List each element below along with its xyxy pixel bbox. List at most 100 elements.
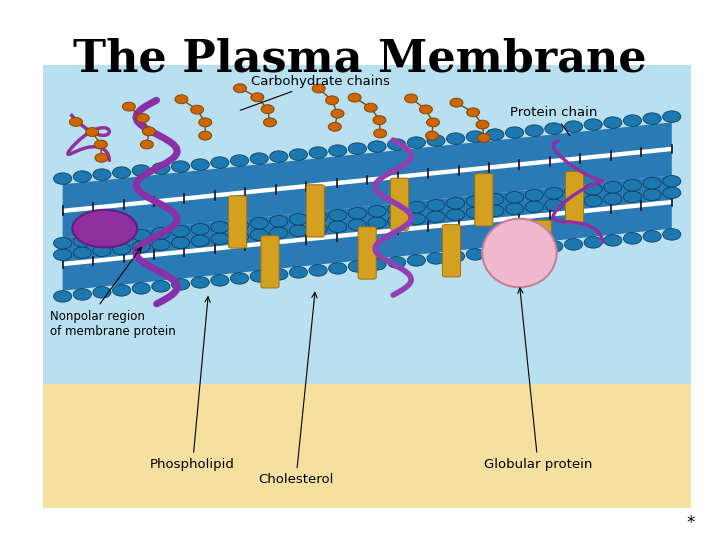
Ellipse shape	[348, 261, 366, 272]
Ellipse shape	[191, 159, 210, 170]
Ellipse shape	[136, 113, 149, 123]
Ellipse shape	[250, 153, 269, 164]
Ellipse shape	[446, 133, 464, 144]
Ellipse shape	[132, 230, 150, 241]
Ellipse shape	[564, 186, 582, 197]
Ellipse shape	[289, 267, 307, 278]
Ellipse shape	[368, 259, 386, 270]
Ellipse shape	[328, 145, 347, 157]
Ellipse shape	[93, 233, 111, 245]
Ellipse shape	[348, 207, 366, 219]
Text: The Plasma Membrane: The Plasma Membrane	[73, 38, 647, 81]
Ellipse shape	[140, 140, 153, 149]
Ellipse shape	[374, 129, 387, 138]
Polygon shape	[63, 123, 672, 238]
Ellipse shape	[368, 141, 386, 152]
Ellipse shape	[486, 129, 504, 140]
Ellipse shape	[328, 221, 347, 233]
FancyBboxPatch shape	[358, 227, 377, 279]
Ellipse shape	[450, 98, 463, 107]
Ellipse shape	[368, 217, 386, 228]
Ellipse shape	[486, 205, 504, 217]
Ellipse shape	[73, 235, 91, 247]
Ellipse shape	[604, 235, 622, 246]
Ellipse shape	[122, 102, 135, 111]
FancyBboxPatch shape	[261, 236, 279, 288]
Ellipse shape	[152, 163, 170, 174]
Ellipse shape	[152, 227, 170, 239]
Ellipse shape	[387, 204, 406, 215]
Bar	[43, 383, 691, 508]
Ellipse shape	[325, 96, 338, 105]
Ellipse shape	[53, 238, 72, 249]
Bar	[43, 65, 691, 410]
Ellipse shape	[132, 165, 150, 177]
FancyBboxPatch shape	[565, 172, 584, 224]
Ellipse shape	[328, 262, 347, 274]
Ellipse shape	[171, 279, 189, 290]
Ellipse shape	[143, 127, 156, 136]
Ellipse shape	[73, 171, 91, 183]
Ellipse shape	[152, 281, 170, 292]
Ellipse shape	[466, 195, 485, 207]
Ellipse shape	[643, 189, 661, 200]
Polygon shape	[63, 200, 672, 266]
Ellipse shape	[289, 225, 307, 237]
Ellipse shape	[175, 95, 188, 104]
Ellipse shape	[427, 199, 445, 211]
Ellipse shape	[662, 228, 681, 240]
Ellipse shape	[662, 176, 681, 187]
FancyBboxPatch shape	[533, 220, 552, 273]
Ellipse shape	[289, 213, 307, 225]
Ellipse shape	[408, 201, 426, 213]
Ellipse shape	[112, 243, 130, 254]
Ellipse shape	[373, 116, 386, 125]
Ellipse shape	[191, 224, 210, 235]
Ellipse shape	[420, 105, 433, 114]
Text: Phospholipid: Phospholipid	[150, 297, 235, 471]
Ellipse shape	[95, 153, 108, 162]
Ellipse shape	[69, 118, 82, 126]
Text: Globular protein: Globular protein	[484, 288, 593, 471]
Ellipse shape	[112, 285, 130, 296]
Ellipse shape	[93, 287, 111, 298]
Ellipse shape	[73, 288, 91, 300]
Ellipse shape	[545, 241, 563, 252]
Ellipse shape	[387, 256, 406, 268]
Ellipse shape	[211, 157, 229, 168]
Ellipse shape	[584, 184, 602, 195]
Ellipse shape	[405, 94, 418, 103]
Ellipse shape	[368, 206, 386, 217]
Ellipse shape	[426, 131, 438, 140]
Ellipse shape	[233, 84, 246, 93]
FancyBboxPatch shape	[306, 185, 325, 237]
Ellipse shape	[486, 247, 504, 258]
Ellipse shape	[387, 215, 406, 226]
Ellipse shape	[387, 139, 406, 150]
Ellipse shape	[643, 231, 661, 242]
Ellipse shape	[309, 265, 327, 276]
FancyBboxPatch shape	[390, 178, 409, 231]
Ellipse shape	[604, 117, 622, 129]
Polygon shape	[63, 147, 672, 213]
Ellipse shape	[331, 109, 344, 118]
FancyBboxPatch shape	[474, 174, 493, 226]
Ellipse shape	[251, 93, 264, 102]
Ellipse shape	[545, 123, 563, 134]
Ellipse shape	[309, 223, 327, 234]
Ellipse shape	[525, 201, 544, 213]
Ellipse shape	[171, 237, 189, 248]
Ellipse shape	[466, 131, 485, 143]
Ellipse shape	[408, 137, 426, 148]
Ellipse shape	[525, 125, 544, 137]
Ellipse shape	[312, 84, 325, 93]
Text: *: *	[686, 514, 695, 532]
Ellipse shape	[564, 121, 582, 132]
Ellipse shape	[427, 253, 445, 264]
FancyBboxPatch shape	[442, 225, 461, 277]
Ellipse shape	[482, 219, 557, 287]
Ellipse shape	[191, 235, 210, 247]
Ellipse shape	[264, 118, 276, 127]
Ellipse shape	[662, 187, 681, 199]
Ellipse shape	[94, 140, 107, 149]
